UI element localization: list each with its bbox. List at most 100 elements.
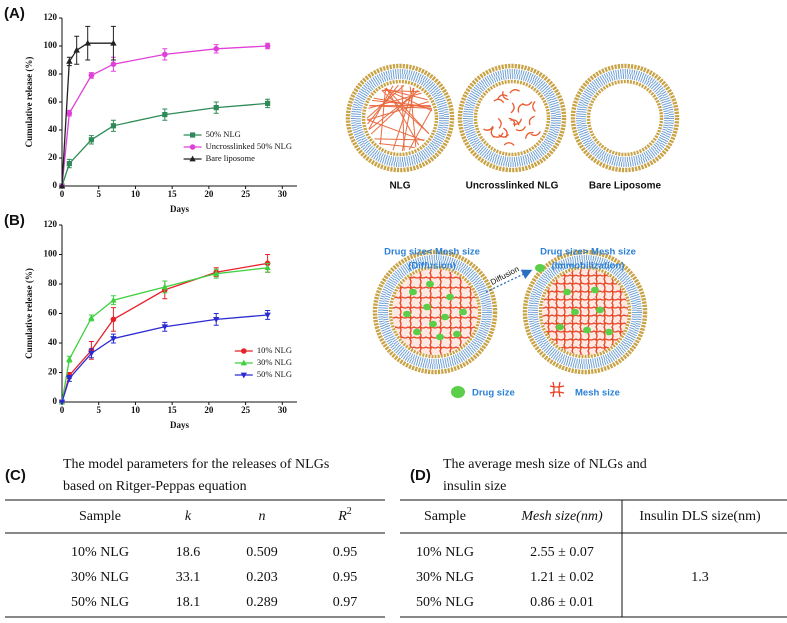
data-point <box>110 316 117 323</box>
lipid-heads <box>388 265 482 359</box>
polymer-chain <box>517 103 524 113</box>
drug <box>459 308 467 316</box>
y-tick-label: 60 <box>48 96 58 106</box>
data-point <box>213 46 220 52</box>
drug <box>441 313 449 321</box>
data-point <box>264 264 271 271</box>
drug <box>605 328 613 336</box>
data-point <box>66 58 73 64</box>
drug <box>413 328 421 336</box>
legend-marker <box>240 372 248 379</box>
y-tick-label: 20 <box>48 152 58 162</box>
lipid-heads <box>372 249 498 375</box>
table-cell: 33.1 <box>176 570 201 585</box>
drug <box>556 323 564 331</box>
polymer-chain <box>493 132 504 138</box>
gel-fiber <box>370 89 419 135</box>
data-point <box>66 355 73 362</box>
x-tick-label: 20 <box>204 189 214 199</box>
y-tick-label: 100 <box>44 249 58 259</box>
x-tick-label: 15 <box>168 189 178 199</box>
data-point <box>162 51 168 58</box>
legend-label: 10% NLG <box>257 345 292 355</box>
data-point <box>73 46 80 53</box>
polymer-chain <box>525 131 534 139</box>
polymer-chain <box>528 115 535 126</box>
lipid-tails <box>378 255 492 369</box>
x-axis-label: Days <box>170 420 189 430</box>
mesh-icon <box>549 391 565 394</box>
mesh-line <box>439 269 442 355</box>
legend-label: Drug size <box>472 388 515 399</box>
table-header: Sample <box>79 509 121 524</box>
table-header: R2 <box>337 506 352 524</box>
polymer-chain <box>493 98 505 104</box>
data-point <box>110 296 117 303</box>
legend-marker <box>241 348 247 354</box>
panel-label: (C) <box>5 467 26 484</box>
mesh-line <box>542 306 628 309</box>
polymer-chain <box>509 89 520 94</box>
x-tick-label: 5 <box>96 189 101 199</box>
legend-marker <box>189 144 196 150</box>
mesh <box>392 269 478 355</box>
mesh-icon <box>558 381 561 398</box>
table-cell: 0.95 <box>333 545 358 560</box>
mesh-line <box>542 282 628 285</box>
table-cell: 50% NLG <box>71 595 129 610</box>
gel-fiber <box>384 88 428 101</box>
lipid-tails <box>581 74 669 162</box>
polymer-chain <box>532 101 536 112</box>
diffusion-arrow <box>485 269 533 293</box>
polymer-chain <box>521 101 533 106</box>
y-tick-label: 120 <box>44 12 58 22</box>
legend-marker <box>189 155 196 162</box>
gel-fiber <box>379 143 415 149</box>
polymer-chain <box>497 94 508 100</box>
drug <box>426 280 434 288</box>
polymer-chain <box>490 126 495 138</box>
x-tick-label: 30 <box>278 189 288 199</box>
gel-core <box>542 269 628 355</box>
y-tick-label: 40 <box>48 124 58 134</box>
gel-fiber <box>408 108 433 150</box>
data-point <box>66 376 73 382</box>
legend-label: 50% NLG <box>206 129 241 139</box>
legend-label: Mesh size <box>575 388 620 399</box>
x-tick-label: 10 <box>131 405 141 415</box>
table-cell: 50% NLG <box>416 595 474 610</box>
table-cell: 30% NLG <box>416 570 474 585</box>
data-point <box>88 350 95 357</box>
data-point <box>110 123 117 129</box>
lipid-tails <box>463 69 561 167</box>
polymer-chain <box>508 117 516 127</box>
mesh-line <box>542 338 628 341</box>
legend-label: 30% NLG <box>257 357 292 367</box>
lipid-tails <box>383 260 487 364</box>
y-axis-label: Cumulative release (%) <box>24 268 34 359</box>
lipid-heads <box>457 63 567 173</box>
x-tick-label: 20 <box>204 405 214 415</box>
diagram-title: Drug size> Mesh size <box>540 247 636 258</box>
data-point <box>84 39 91 46</box>
table-cell: 0.289 <box>246 595 278 610</box>
lipid-heads <box>538 265 632 359</box>
mesh-line <box>392 306 478 309</box>
mesh-line <box>392 316 478 319</box>
table-title: insulin size <box>443 479 506 494</box>
gel-fiber <box>367 84 399 125</box>
data-point <box>110 39 117 46</box>
data-point <box>58 399 66 406</box>
x-tick-label: 10 <box>131 189 141 199</box>
y-tick-label: 100 <box>44 40 58 50</box>
table-cell: 10% NLG <box>71 545 129 560</box>
table-title: based on Ritger-Peppas equation <box>63 479 247 494</box>
y-tick-label: 80 <box>48 278 58 288</box>
drug <box>446 293 454 301</box>
data-point <box>110 61 117 67</box>
table-cell: 10% NLG <box>416 545 474 560</box>
table-cell: 0.97 <box>333 595 358 610</box>
gel-fiber <box>379 88 387 145</box>
table-cell: 30% NLG <box>71 570 129 585</box>
